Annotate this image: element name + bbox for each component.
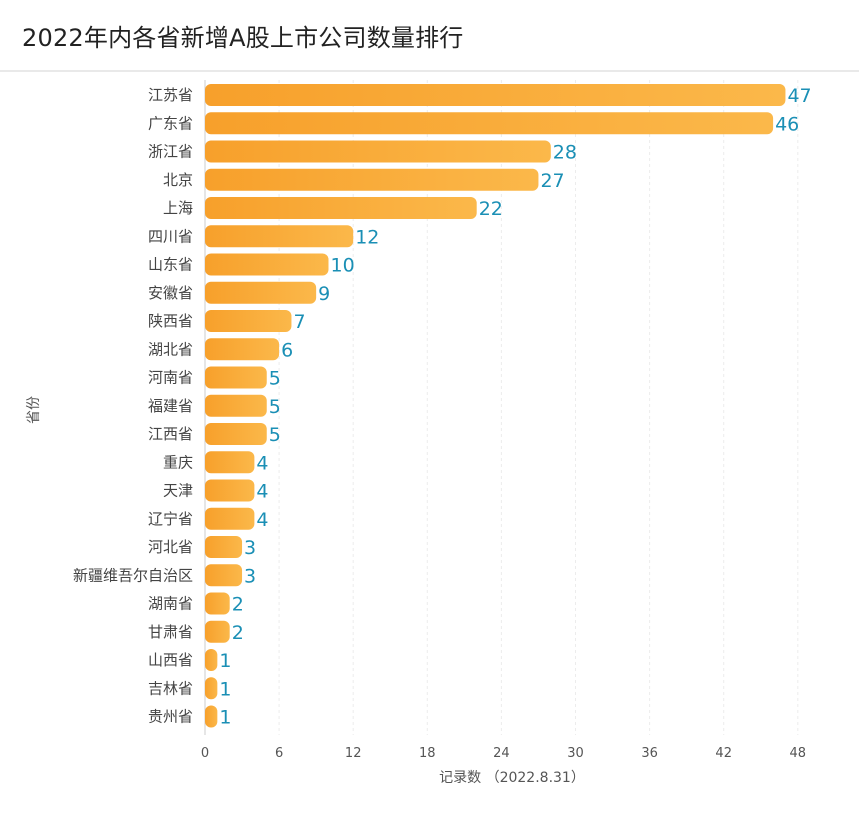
category-label: 甘肃省	[148, 623, 193, 641]
data-label: 2	[232, 594, 244, 616]
data-label: 6	[281, 339, 293, 361]
bar	[205, 394, 267, 417]
bar	[205, 140, 551, 163]
category-label: 湖南省	[148, 595, 193, 613]
bar	[205, 310, 292, 332]
category-label: 浙江省	[148, 143, 193, 161]
data-label: 27	[540, 170, 564, 192]
x-axis-title: 记录数 （2022.8.31）	[439, 770, 585, 786]
data-label: 28	[553, 142, 577, 164]
category-label: 陕西省	[148, 312, 193, 330]
category-label: 天津	[163, 482, 193, 500]
category-label: 湖北省	[148, 340, 193, 358]
bar	[205, 592, 230, 615]
data-label: 2	[232, 622, 244, 644]
category-label: 山西省	[148, 651, 193, 669]
category-labels: 江苏省广东省浙江省北京上海四川省山东省安徽省陕西省湖北省河南省福建省江西省重庆天…	[73, 86, 193, 726]
category-label: 新疆维吾尔自治区	[73, 566, 193, 584]
data-label: 5	[269, 368, 281, 390]
data-label: 1	[219, 707, 231, 729]
category-label: 山东省	[148, 256, 193, 274]
category-label: 江苏省	[148, 86, 193, 104]
category-label: 四川省	[148, 227, 193, 245]
bar	[205, 507, 255, 530]
x-tick-label: 0	[201, 746, 209, 761]
data-label: 5	[269, 424, 281, 446]
data-label: 10	[331, 255, 355, 277]
category-label: 河北省	[148, 538, 193, 556]
bar	[205, 705, 218, 728]
x-tick-label: 6	[275, 746, 283, 761]
category-label: 辽宁省	[148, 510, 193, 528]
x-tick-label: 48	[790, 746, 807, 761]
data-label: 46	[775, 113, 799, 135]
bar	[205, 366, 267, 389]
data-label: 4	[256, 509, 268, 531]
category-label: 福建省	[148, 397, 193, 415]
data-label: 3	[244, 537, 256, 559]
category-label: 江西省	[148, 425, 193, 443]
category-label: 广东省	[148, 114, 193, 132]
bar	[205, 564, 243, 587]
data-label: 47	[787, 85, 811, 107]
category-label: 贵州省	[148, 708, 193, 726]
data-label: 4	[256, 481, 268, 503]
x-tick-label: 36	[641, 746, 658, 761]
data-label: 1	[219, 650, 231, 672]
bar	[205, 197, 477, 219]
x-tick-label: 12	[345, 746, 362, 761]
x-tick-label: 30	[567, 746, 584, 761]
data-label: 4	[256, 452, 268, 474]
bar	[205, 112, 774, 135]
category-label: 河南省	[148, 369, 193, 387]
bar	[205, 451, 255, 474]
category-label: 安徽省	[148, 284, 193, 302]
data-label: 1	[219, 678, 231, 700]
x-tick-label: 42	[715, 746, 732, 761]
x-tick-labels: 0 6 12 18 24 30 36 42 48	[201, 746, 806, 761]
bar	[205, 338, 280, 361]
category-label: 上海	[163, 199, 193, 217]
bar	[205, 479, 255, 502]
title-divider	[0, 70, 859, 72]
category-label: 北京	[163, 171, 193, 189]
x-tick-label: 24	[493, 746, 510, 761]
data-label: 22	[479, 198, 503, 220]
y-axis-title: 省份	[26, 396, 42, 424]
bar	[205, 423, 267, 445]
bar	[205, 281, 317, 304]
bar	[205, 649, 218, 671]
data-label: 3	[244, 565, 256, 587]
chart-title: 2022年内各省新增A股上市公司数量排行	[22, 24, 464, 52]
category-label: 吉林省	[148, 679, 193, 697]
data-label: 9	[318, 283, 330, 305]
data-label: 12	[355, 226, 379, 248]
bar	[205, 168, 539, 191]
data-label: 5	[269, 396, 281, 418]
data-label: 7	[293, 311, 305, 333]
bar	[205, 677, 218, 700]
x-tick-label: 18	[419, 746, 436, 761]
category-label: 重庆	[163, 453, 193, 471]
bar	[205, 225, 354, 248]
bar	[205, 253, 329, 276]
bar	[205, 536, 243, 558]
bar	[205, 620, 230, 643]
bars	[205, 84, 786, 728]
bar	[205, 84, 786, 106]
